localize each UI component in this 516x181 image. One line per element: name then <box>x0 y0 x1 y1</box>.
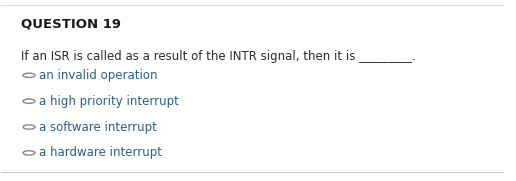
Text: a hardware interrupt: a hardware interrupt <box>39 146 162 159</box>
Text: If an ISR is called as a result of the INTR signal, then it is _________.: If an ISR is called as a result of the I… <box>22 50 416 62</box>
Text: a high priority interrupt: a high priority interrupt <box>39 95 179 108</box>
Text: an invalid operation: an invalid operation <box>39 69 157 82</box>
Text: a software interrupt: a software interrupt <box>39 121 157 134</box>
Text: QUESTION 19: QUESTION 19 <box>22 17 121 30</box>
